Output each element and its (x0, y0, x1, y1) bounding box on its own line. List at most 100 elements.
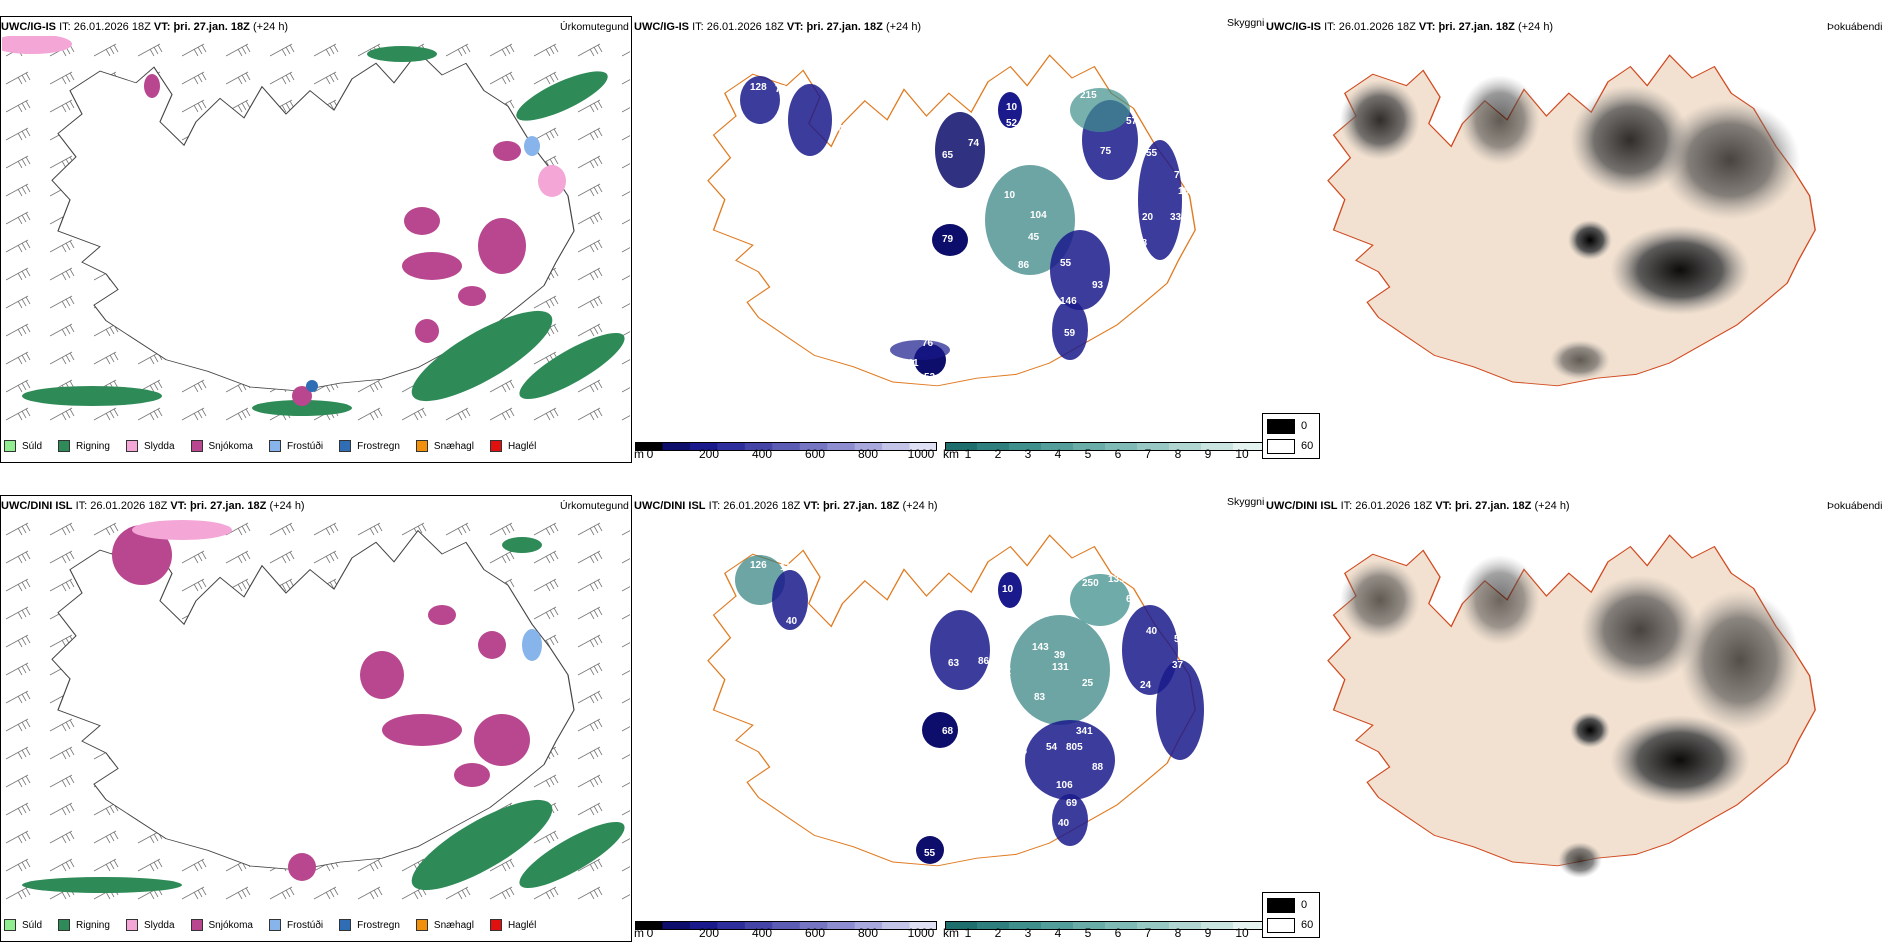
colorbar-tick: 9 (1204, 926, 1212, 940)
fog-areas-row2 (1340, 555, 1800, 878)
value-label: 10 (1002, 584, 1014, 595)
panel-title-visibility: Skyggni (1227, 496, 1265, 508)
value-label: 25 (1082, 678, 1094, 689)
colorbar-tick: 0 (646, 926, 654, 940)
value-label: 76 (1016, 746, 1028, 757)
value-label: 75 (1100, 146, 1112, 157)
colorbar-tick: 1000 (907, 447, 935, 461)
fog-swatch-low (1267, 918, 1295, 933)
precip-map-frame (0, 16, 632, 463)
colorbar-segment (1137, 921, 1170, 930)
colorbar-tick: 8 (1174, 447, 1182, 461)
colorbar-segment (689, 442, 718, 451)
colorbar-segment (1073, 442, 1106, 451)
value-label: 69 (1066, 798, 1078, 809)
visibility-map-row2: 126 118 40 68 63 86 12 83 76 54 805 341 … (680, 520, 1240, 900)
value-label: 53 (924, 372, 936, 383)
value-label: 80 (1120, 746, 1132, 757)
precip-map-frame (0, 495, 632, 942)
value-label: 83 (1034, 692, 1046, 703)
colorbar-segment (1041, 442, 1074, 451)
legend-item: Frostúði (268, 919, 323, 931)
value-label: 65 (942, 150, 954, 161)
run-info-visibility-row1: UWC/IG-IS IT: 26.01.2026 18Z VT: þri. 27… (634, 21, 922, 33)
value-label: 86 (978, 656, 990, 667)
precip-map-row2 (2, 515, 630, 905)
value-label: 12 (1000, 666, 1012, 677)
precip-legend-row2: Súld Rigning Slydda Snjókoma Frostúði Fr… (4, 919, 552, 931)
colorbar-segment (882, 442, 911, 451)
legend-swatch (125, 919, 138, 931)
colorbar-segment (744, 442, 773, 451)
panel-title-precip: Úrkomutegund (560, 21, 629, 33)
legend-item: Snæhagl (415, 919, 474, 931)
colorbar-tick: 4 (1054, 447, 1062, 461)
fog-legend-row2: 0 60 (1262, 892, 1320, 938)
legend-item: Snjókoma (190, 919, 253, 931)
visibility-colorbar-svg (945, 921, 1266, 930)
colorbar-segment (662, 921, 691, 930)
value-label: 93 (1092, 280, 1104, 291)
legend-item: Rigning (58, 919, 110, 931)
cloud-value-labels-row1: 128 72 65 74 93 10 79 104 75 57 55 215 1… (750, 82, 1190, 383)
value-label: 20 (1142, 212, 1154, 223)
legend-item: Snæhagl (415, 440, 474, 452)
value-label: 93 (990, 164, 1002, 175)
legend-item: Slydda (125, 919, 175, 931)
colorbar-segment (909, 442, 938, 451)
colorbar-tick: 4 (1054, 926, 1062, 940)
visibility-colorbar-row2 (945, 917, 1266, 930)
cloud-value-labels-row2: 126 118 40 68 63 86 12 83 76 54 805 341 … (750, 560, 1186, 859)
cloudbase-colorbar-svg (635, 442, 938, 451)
value-label: 63 (948, 658, 960, 669)
value-label: 128 (750, 82, 767, 93)
value-label: 40 (1058, 818, 1070, 829)
value-label: 55 (924, 848, 936, 859)
value-label: 55 (1060, 258, 1072, 269)
legend-swatch (4, 919, 16, 931)
colorbar-tick: 1000 (907, 926, 935, 940)
colorbar-tick: 8 (1174, 926, 1182, 940)
precip-legend-row1: Súld Rigning Slydda Snjókoma Frostúði Fr… (4, 440, 552, 452)
fog-areas-row1 (1340, 75, 1800, 380)
colorbar-tick: 6 (1114, 447, 1122, 461)
value-label: 76 (922, 338, 934, 349)
colorbar-segment (827, 442, 856, 451)
colorbar-tick: 10 (1235, 447, 1249, 461)
colorbar-tick: 800 (857, 447, 879, 461)
value-label: 98 (1136, 238, 1148, 249)
value-label: 341 (1076, 726, 1093, 737)
panel-title-visibility: Skyggni (1227, 17, 1265, 29)
value-label: 79 (942, 234, 954, 245)
value-label: 88 (1092, 762, 1104, 773)
colorbar-segment (977, 921, 1010, 930)
colorbar-tick: 200 (698, 926, 720, 940)
colorbar-tick: 7 (1144, 447, 1152, 461)
panel-title-precip: Úrkomutegund (560, 500, 629, 512)
cloud-areas-row1 (740, 76, 1182, 376)
legend-item: Haglél (489, 440, 536, 452)
colorbar-segment (662, 442, 691, 451)
colorbar-tick: 10 (1235, 926, 1249, 940)
value-label: 59 (1064, 328, 1076, 339)
run-info-fog-row1: UWC/IG-IS IT: 26.01.2026 18Z VT: þri. 27… (1266, 21, 1554, 33)
colorbar-segment (799, 442, 828, 451)
legend-swatch (4, 440, 16, 452)
colorbar-segment (1169, 921, 1202, 930)
colorbar-tick: 3 (1024, 447, 1032, 461)
colorbar-segment (717, 442, 746, 451)
colorbar-tick: 1 (964, 926, 972, 940)
fog-label-high: 0 (1301, 899, 1308, 911)
value-label: 86 (1018, 260, 1030, 271)
colorbar-segment (689, 921, 718, 930)
value-label: 10 (1006, 102, 1018, 113)
colorbar-border (635, 442, 937, 451)
legend-item: Rigning (58, 440, 110, 452)
run-info-fog-row2: UWC/DINI ISL IT: 26.01.2026 18Z VT: þri.… (1266, 500, 1570, 512)
legend-swatch (489, 440, 502, 452)
colorbar-segment (1201, 921, 1234, 930)
run-info-visibility-row2: UWC/DINI ISL IT: 26.01.2026 18Z VT: þri.… (634, 500, 938, 512)
value-label: 18 (1178, 186, 1190, 197)
colorbar-tick: 0 (646, 447, 654, 461)
fog-swatch-high (1267, 419, 1295, 434)
